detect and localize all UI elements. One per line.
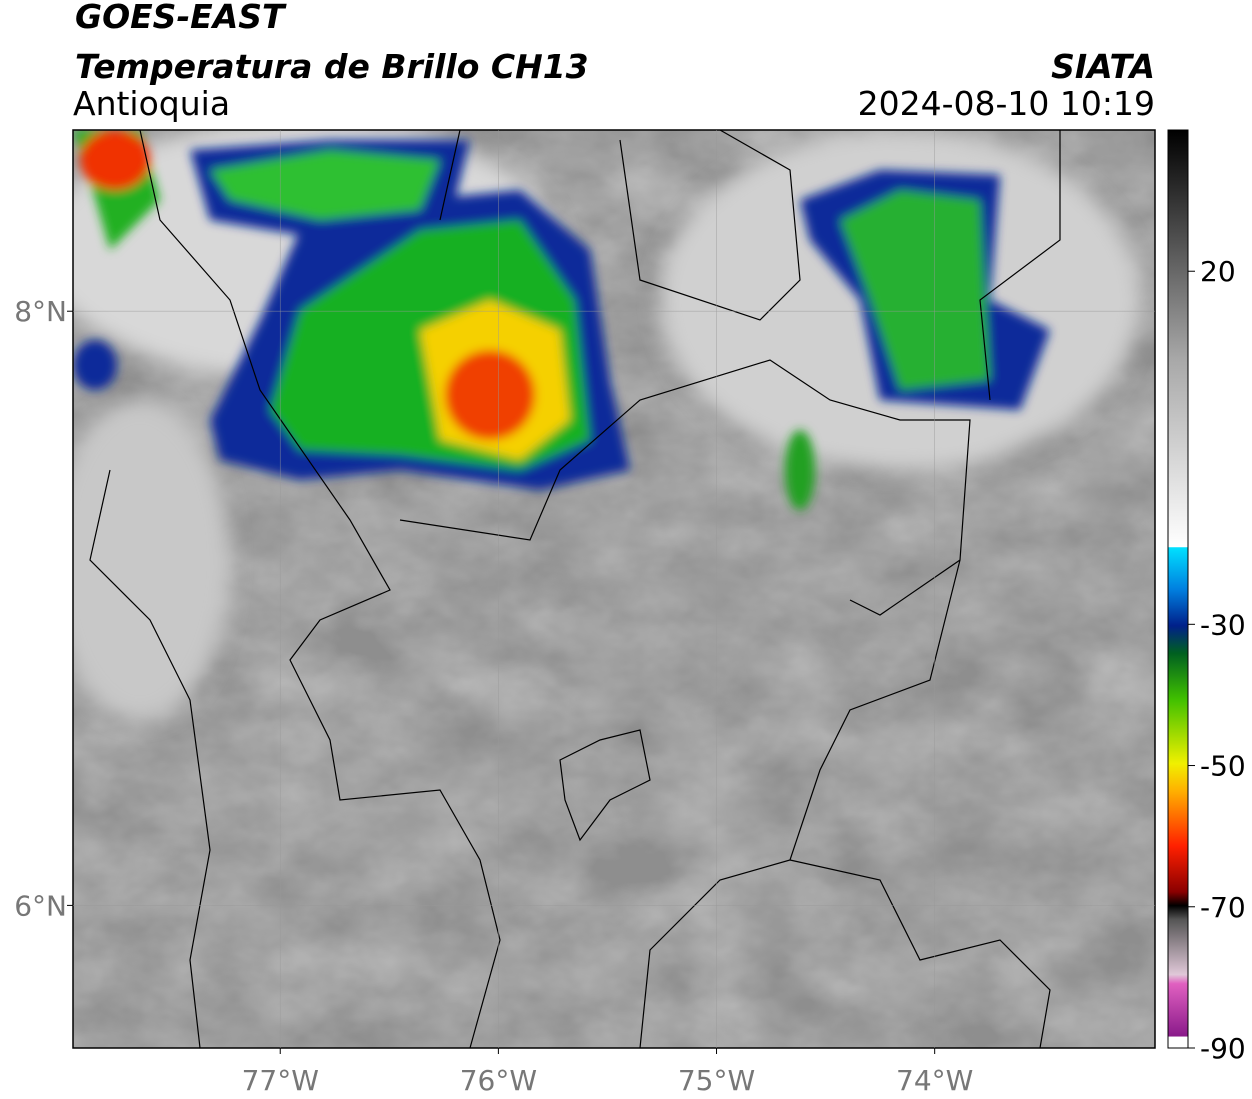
colorbar-tick-label: 20 [1200, 255, 1236, 288]
source-label: SIATA [1051, 47, 1155, 86]
map-frame [72, 129, 1156, 1049]
product-title: Temperatura de Brillo CH13 [75, 47, 589, 86]
x-tick-label: 75°W [678, 1064, 755, 1097]
colorbar-tick-label: -50 [1200, 750, 1246, 783]
datetime-label: 2024-08-10 10:19 [858, 84, 1155, 123]
colorbar [1167, 129, 1189, 1049]
colorbar-tick-label: -70 [1200, 891, 1246, 924]
x-tick-label: 77°W [242, 1064, 319, 1097]
satellite-image [73, 130, 1155, 1048]
x-tick-label: 76°W [460, 1064, 537, 1097]
colorbar-tick-label: -90 [1200, 1032, 1246, 1065]
x-tick-label: 74°W [896, 1064, 973, 1097]
colorbar-tick-label: -30 [1200, 608, 1246, 641]
satellite-title: GOES-EAST [75, 0, 287, 36]
y-tick-label: 8°N [14, 295, 67, 328]
y-tick-label: 6°N [14, 889, 67, 922]
region-label: Antioquia [73, 84, 230, 123]
